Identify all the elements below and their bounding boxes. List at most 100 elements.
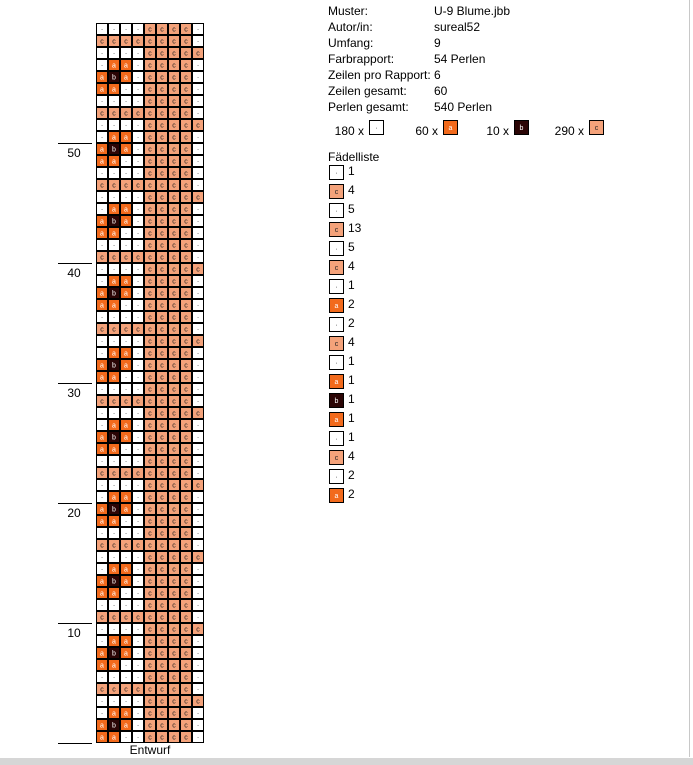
grid-bead [192,155,204,167]
grid-bead-symbol: c [148,242,152,249]
grid-bead [108,179,120,191]
grid-bead [108,239,120,251]
grid-bead [108,623,120,635]
grid-bead-symbol: c [172,626,176,633]
grid-bead [192,287,204,299]
grid-bead [96,287,108,299]
grid-bead-symbol: c [172,734,176,741]
grid-bead [120,371,132,383]
thread-bead-symbol: · [335,322,337,329]
grid-bead-symbol: b [112,362,116,369]
grid-bead [120,167,132,179]
grid-bead-symbol: c [148,578,152,585]
grid-bead-symbol: c [148,398,152,405]
grid-bead [96,179,108,191]
grid-bead-symbol: · [137,446,139,453]
grid-bead [96,107,108,119]
grid-bead-symbol: · [137,410,139,417]
grid-bead [144,95,156,107]
grid-bead-symbol: c [184,170,188,177]
grid-bead-symbol: · [113,674,115,681]
grid-bead-symbol: a [112,566,116,573]
grid-bead [168,119,180,131]
grid-bead-symbol: c [160,110,164,117]
grid-bead [180,671,192,683]
grid-bead [144,107,156,119]
thread-count: 1 [348,373,355,387]
grid-bead [192,383,204,395]
grid-bead-symbol: c [184,182,188,189]
grid-bead-symbol: · [137,62,139,69]
grid-bead-symbol: a [124,146,128,153]
thread-bead-symbol: · [335,208,337,215]
grid-bead-symbol: c [136,326,140,333]
grid-bead-symbol: c [172,470,176,477]
grid-bead-symbol: c [148,566,152,573]
grid-bead-symbol: c [148,482,152,489]
grid-bead [120,539,132,551]
grid-bead-symbol: a [112,710,116,717]
grid-bead-symbol: · [137,26,139,33]
grid-bead [192,527,204,539]
grid-bead-symbol: c [112,686,116,693]
grid-bead [168,59,180,71]
grid-bead-symbol: · [101,62,103,69]
grid-bead-symbol: a [100,302,104,309]
grid-bead [132,731,144,743]
grid-bead [132,719,144,731]
grid-bead [108,155,120,167]
grid-bead [192,455,204,467]
grid-bead-symbol: c [172,638,176,645]
grid-bead [108,527,120,539]
grid-bead-symbol: a [124,290,128,297]
grid-bead-symbol: c [184,530,188,537]
count-label: 60 x [415,124,438,138]
grid-bead [156,35,168,47]
grid-bead [108,431,120,443]
grid-bead [168,407,180,419]
grid-bead-symbol: · [197,686,199,693]
grid-bead-symbol: a [100,290,104,297]
grid-bead [120,707,132,719]
grid-bead-symbol: c [160,206,164,213]
grid-bead [132,707,144,719]
grid-bead-symbol: c [148,38,152,45]
grid-bead [144,167,156,179]
grid-bead [156,527,168,539]
info-label: Autor/in: [328,20,373,34]
grid-bead-symbol: c [172,422,176,429]
grid-bead-symbol: · [113,194,115,201]
grid-bead-symbol: b [112,434,116,441]
grid-bead-symbol: c [196,554,200,561]
grid-bead [192,599,204,611]
grid-bead-symbol: · [197,722,199,729]
grid-bead-symbol: · [101,242,103,249]
grid-bead-symbol: c [172,86,176,93]
grid-bead [156,47,168,59]
grid-bead-symbol: · [125,734,127,741]
grid-bead-symbol: c [196,698,200,705]
grid-bead-symbol: · [197,614,199,621]
grid-bead [108,407,120,419]
grid-bead [192,203,204,215]
grid-bead-symbol: c [100,542,104,549]
grid-bead [108,167,120,179]
grid-bead-symbol: c [184,470,188,477]
grid-bead-symbol: c [100,110,104,117]
grid-bead [156,383,168,395]
grid-bead [108,83,120,95]
grid-bead-symbol: a [112,134,116,141]
grid-bead [108,287,120,299]
grid-bead-symbol: c [184,458,188,465]
grid-bead [120,635,132,647]
grid-bead-symbol: a [124,506,128,513]
grid-bead-symbol: c [184,434,188,441]
info-value: 540 Perlen [434,100,492,114]
grid-bead-symbol: · [197,470,199,477]
grid-bead [180,539,192,551]
grid-bead [192,215,204,227]
grid-bead [168,467,180,479]
grid-bead [120,323,132,335]
grid-bead [132,131,144,143]
grid-bead-symbol: c [112,254,116,261]
